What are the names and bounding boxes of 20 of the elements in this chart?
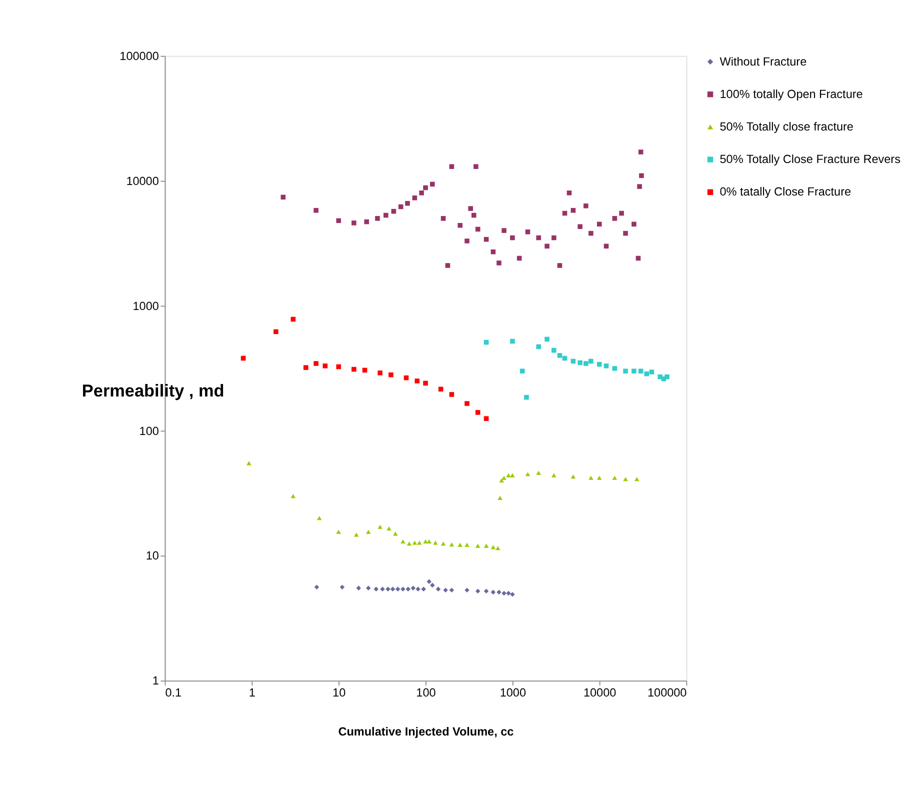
y-tick-label: 10 (146, 550, 160, 563)
legend-label: 50% Totally close fracture (720, 120, 854, 134)
legend-label: 50% Totally Close Fracture Revers (720, 153, 901, 166)
y-tick-label: 1000 (132, 300, 160, 313)
x-tick-label: 100 (416, 686, 436, 700)
x-tick-label: 0.1 (165, 686, 182, 700)
y-tick-label: 10000 (126, 174, 160, 188)
legend-label: 100% totally Open Fracture (720, 88, 864, 101)
x-tick-label: 1 (248, 686, 256, 700)
x-tick-label: 1000 (500, 686, 526, 700)
x-tick-label: 10 (332, 686, 346, 700)
legend-label: Without Fracture (720, 55, 808, 68)
x-tick-label: 100000 (648, 686, 688, 700)
y-axis-title: Permeability , md (82, 380, 224, 401)
x-tick-label: 10000 (583, 686, 617, 700)
y-tick-label: 1 (152, 674, 159, 688)
y-tick-label: 100 (139, 424, 160, 438)
y-tick-label: 100000 (120, 50, 160, 63)
x-axis-title: Cumulative Injected Volume, cc (338, 725, 514, 738)
legend-label: 0% tatally Close Fracture (720, 186, 852, 199)
